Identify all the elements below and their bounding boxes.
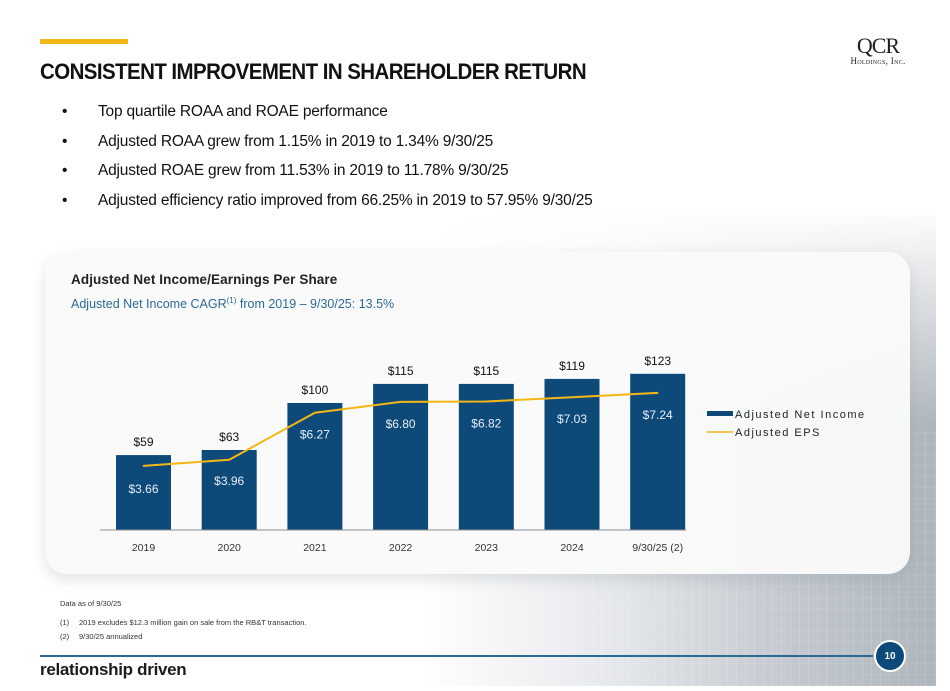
legend-label-net-income: Adjusted Net Income xyxy=(735,409,866,421)
footnote-text: 9/30/25 annualized xyxy=(79,632,143,641)
bullet-item: • Adjusted ROAE grew from 11.53% in 2019 … xyxy=(62,162,593,192)
logo-subtext: Holdings, Inc. xyxy=(850,56,906,66)
labels-layer: $59 $3.66 2019 $63 $3.96 2020 $100 $6.27 2021 $11… xyxy=(128,354,683,554)
bullet-icon: • xyxy=(62,191,68,209)
legend-label-eps: Adjusted EPS xyxy=(735,427,821,439)
bar-net-income xyxy=(116,455,171,530)
bullet-icon: • xyxy=(62,132,68,150)
bar-value-label: $119 xyxy=(559,359,585,373)
subtitle-text: Adjusted Net Income CAGR xyxy=(71,297,227,312)
chart-subtitle: Adjusted Net Income CAGR(1) from 2019 – … xyxy=(71,296,394,311)
bar-value-label: $123 xyxy=(644,354,671,368)
bar-value-label: $100 xyxy=(302,383,329,397)
chart-legend: Adjusted Net Income Adjusted EPS xyxy=(707,409,866,439)
eps-point xyxy=(142,465,145,467)
bar-net-income xyxy=(458,383,514,530)
bullet-item: • Adjusted ROAA grew from 1.15% in 2019 t… xyxy=(62,133,593,163)
bullet-text: Adjusted ROAA grew from 1.15% in 2019 to… xyxy=(98,132,494,150)
x-tick-label: 2022 xyxy=(389,542,413,554)
chart-title: Adjusted Net Income/Earnings Per Share xyxy=(71,272,338,287)
subtitle-footnote-ref: (1) xyxy=(226,296,237,305)
title-accent-bar xyxy=(40,39,128,44)
footnote-number: (1) xyxy=(60,618,70,627)
bar-net-income xyxy=(544,378,600,530)
eps-value-label: $6.27 xyxy=(300,428,330,442)
subtitle-text-suffix: from 2019 – 9/30/25: 13.5% xyxy=(236,297,395,312)
eps-value-label: $6.80 xyxy=(386,417,416,431)
bar-net-income xyxy=(201,450,257,530)
footnote-2: (2) 9/30/25 annualized xyxy=(60,632,142,641)
data-date-note: Data as of 9/30/25 xyxy=(60,599,122,608)
eps-point xyxy=(228,459,230,461)
footnote-number: (2) xyxy=(60,632,70,641)
bullet-text: Adjusted efficiency ratio improved from … xyxy=(98,191,593,209)
eps-value-label: $7.24 xyxy=(643,408,673,422)
bars-layer xyxy=(116,373,686,530)
bullet-text: Top quartile ROAA and ROAE performance xyxy=(98,103,388,120)
bullet-text: Adjusted ROAE grew from 11.53% in 2019 t… xyxy=(98,162,509,179)
bar-value-label: $115 xyxy=(473,364,499,378)
bullet-icon: • xyxy=(62,162,68,179)
page-number-badge: 10 xyxy=(874,640,906,672)
bar-value-label: $63 xyxy=(219,430,239,444)
bar-net-income xyxy=(287,403,343,530)
bullet-icon: • xyxy=(62,103,68,120)
bar-net-income xyxy=(630,373,686,530)
footnote-text: 2019 excludes $12.3 million gain on sale… xyxy=(79,618,307,627)
eps-point xyxy=(485,400,488,403)
bar-net-income xyxy=(373,383,429,530)
footer-divider xyxy=(40,655,873,657)
eps-value-label: $3.66 xyxy=(128,482,158,496)
x-tick-label: 9/30/25 (2) xyxy=(632,542,683,554)
eps-value-label: $7.03 xyxy=(557,412,587,426)
x-tick-label: 2019 xyxy=(132,542,156,554)
x-tick-label: 2024 xyxy=(560,542,584,554)
footnote-1: (1) 2019 excludes $12.3 million gain on s… xyxy=(60,618,307,627)
x-tick-label: 2021 xyxy=(303,542,327,554)
eps-point xyxy=(314,411,316,414)
bullet-item: • Top quartile ROAA and ROAE performance xyxy=(62,103,593,133)
x-tick-label: 2020 xyxy=(218,542,242,554)
x-tick-label: 2023 xyxy=(475,542,499,554)
bar-value-label: $59 xyxy=(133,435,153,449)
page-title: CONSISTENT IMPROVEMENT IN SHAREHOLDER RE… xyxy=(40,59,587,84)
company-logo: QCR Holdings, Inc. xyxy=(833,33,923,67)
eps-point xyxy=(571,396,573,399)
footer-tagline: relationship driven xyxy=(40,660,187,679)
eps-point xyxy=(399,401,402,403)
eps-value-label: $6.82 xyxy=(471,417,501,431)
legend-swatch-net-income xyxy=(707,411,733,416)
bullet-list: • Top quartile ROAA and ROAE performance … xyxy=(62,103,593,221)
eps-point xyxy=(656,392,659,394)
bullet-item: • Adjusted efficiency ratio improved from… xyxy=(62,192,593,222)
logo-wordmark: QCR xyxy=(856,33,900,58)
eps-value-label: $3.96 xyxy=(214,474,244,488)
bar-value-label: $115 xyxy=(388,364,414,378)
